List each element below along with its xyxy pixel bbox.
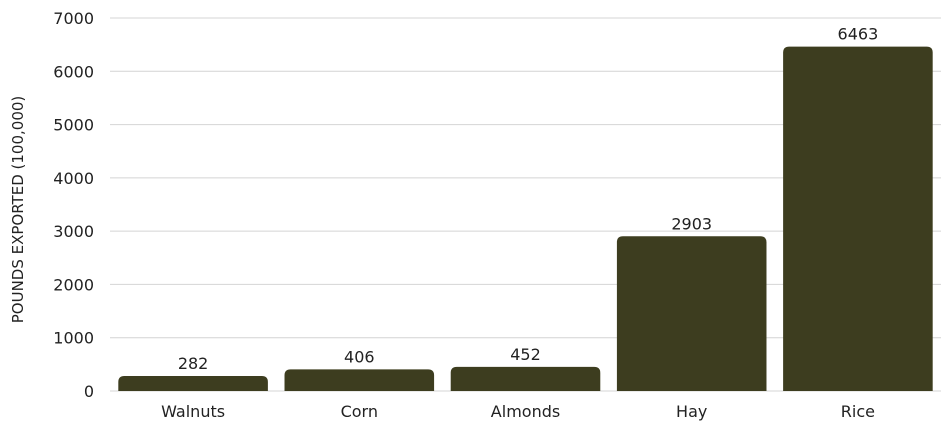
x-tick-label-rice: Rice	[841, 402, 875, 421]
x-tick-label-walnuts: Walnuts	[161, 402, 225, 421]
y-axis-title: POUNDS EXPORTED (100,000)	[9, 96, 27, 324]
y-tick-label: 5000	[53, 116, 94, 135]
x-tick-label-corn: Corn	[341, 402, 378, 421]
bar-rice	[783, 46, 933, 391]
x-tick-label-almonds: Almonds	[491, 402, 560, 421]
gridlines	[110, 17, 941, 392]
bars	[118, 46, 933, 391]
x-axis-ticks: Walnuts Corn Almonds Hay Rice	[161, 402, 875, 421]
y-tick-label: 2000	[53, 275, 94, 294]
x-tick-label-hay: Hay	[676, 402, 707, 421]
y-axis-ticks: 0 1000 2000 3000 4000 5000 6000 7000	[53, 9, 94, 401]
y-tick-label: 4000	[53, 169, 94, 188]
y-tick-label: 6000	[53, 62, 94, 81]
y-tick-label: 7000	[53, 9, 94, 28]
bar-almonds	[450, 366, 601, 391]
y-tick-label: 1000	[53, 329, 94, 348]
data-labels: 282 406 452 2903 6463	[178, 25, 878, 373]
y-tick-label: 3000	[53, 222, 94, 241]
data-label-walnuts: 282	[178, 354, 209, 373]
data-label-hay: 2903	[671, 214, 712, 233]
data-label-corn: 406	[344, 347, 375, 366]
bar-walnuts	[118, 375, 268, 391]
bar-hay	[616, 236, 767, 391]
bar-corn	[284, 369, 435, 391]
data-label-almonds: 452	[510, 345, 541, 364]
y-tick-label: 0	[84, 382, 94, 401]
data-label-rice: 6463	[838, 25, 879, 44]
